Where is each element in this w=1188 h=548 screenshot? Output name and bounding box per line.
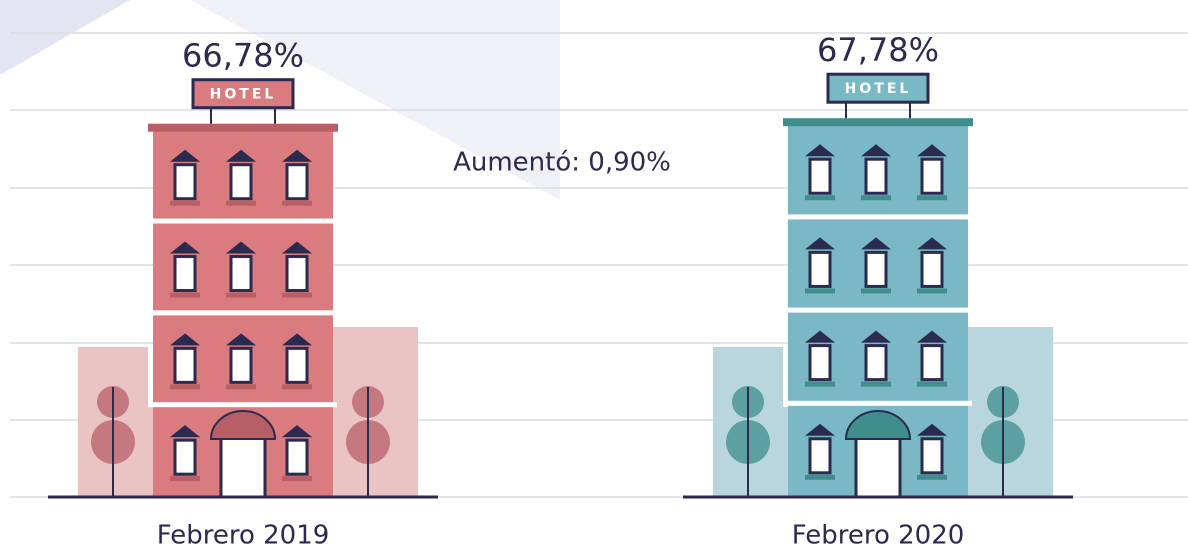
sill [805,195,835,200]
sill [282,201,312,206]
window [175,257,195,291]
sign-text: HOTEL [210,87,277,103]
sill [282,293,312,298]
floor-band [149,219,337,224]
window [922,159,942,193]
sill [861,288,891,293]
value-label: 66,78% [182,37,304,75]
window [922,439,942,473]
door [856,437,900,497]
sill [917,288,947,293]
window [175,165,195,199]
window [810,439,830,473]
roof [148,124,338,132]
window [810,159,830,193]
annotation: Aumentó: 0,90% [453,148,671,178]
window [287,348,307,382]
window [287,257,307,291]
sill [917,195,947,200]
sill [226,293,256,298]
window [231,257,251,291]
sill [917,382,947,387]
sign-text: HOTEL [845,81,912,97]
floor-band [784,401,972,406]
value-label: 67,78% [817,31,939,69]
sill [805,382,835,387]
sill [861,195,891,200]
floor-band [149,402,337,407]
sill [917,475,947,480]
window [231,165,251,199]
sill [805,475,835,480]
window [922,252,942,286]
window [810,252,830,286]
chart: Aumentó: 0,90% HOTEL 66,78% Febrero 2019 HO… [0,0,1188,544]
bg-building [133,407,153,497]
sill [170,384,200,389]
door [221,437,265,497]
window [287,440,307,474]
sill [805,288,835,293]
sill [226,201,256,206]
window [175,348,195,382]
sill [170,293,200,298]
category-label: Febrero 2019 [157,521,330,545]
window [231,348,251,382]
sill [282,384,312,389]
floor-band [784,214,972,219]
floor-band [784,308,972,313]
sill [226,384,256,389]
category-label: Febrero 2020 [792,521,965,545]
bg-building [768,407,788,497]
window [866,252,886,286]
window [866,159,886,193]
sill [282,476,312,481]
window [810,346,830,380]
sill [170,476,200,481]
decor-triangle [0,0,130,75]
floor-band [149,310,337,315]
window [287,165,307,199]
window [922,346,942,380]
window [866,346,886,380]
sill [170,201,200,206]
page: {"chart_data": {"type": "pictograph", "c… [0,0,1188,544]
roof [783,118,973,126]
sill [861,382,891,387]
window [175,440,195,474]
